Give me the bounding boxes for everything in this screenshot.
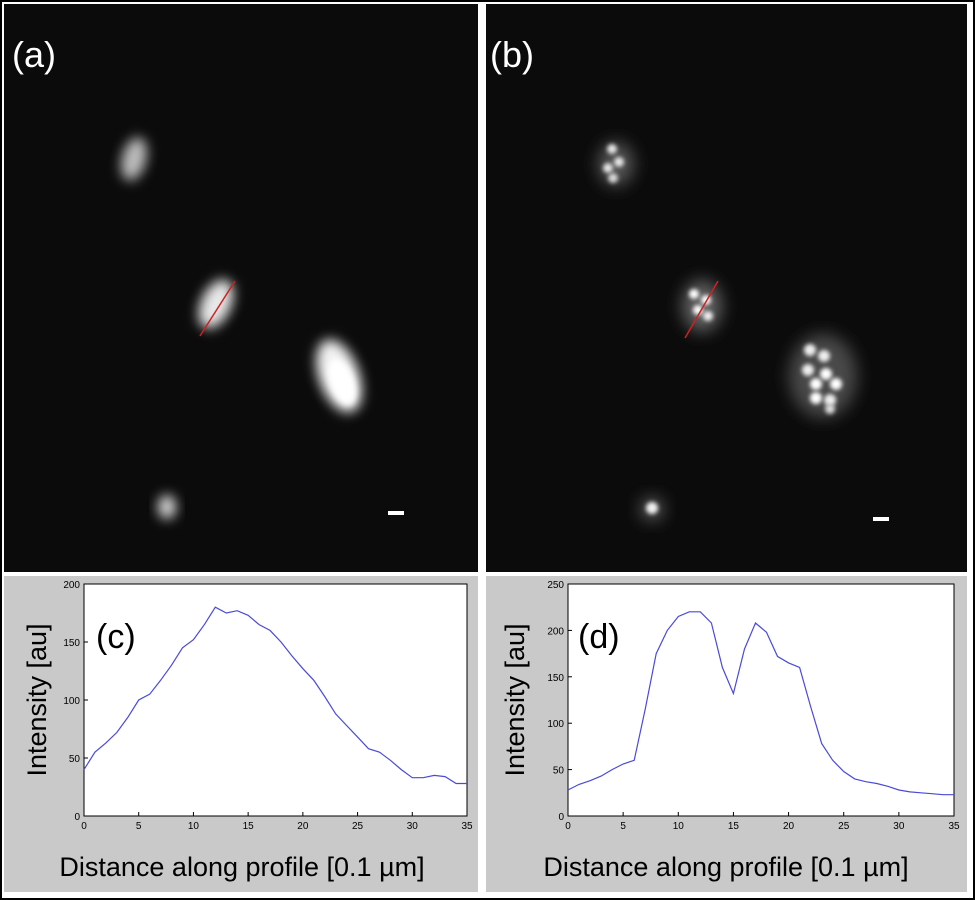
chart-d-x-ticks: 0 5 10 15 20 25 30 35	[565, 812, 960, 832]
chart-d-y-tick-label: 0	[558, 812, 564, 823]
chart-d-panel-label: (d)	[578, 618, 620, 656]
cell-cluster-a4	[158, 495, 176, 519]
chart-c-axes-box	[83, 583, 468, 817]
chart-d-y-tick-label: 200	[547, 626, 564, 637]
cell-cluster-a2	[198, 279, 234, 329]
chart-c-x-tick-label: 35	[461, 821, 473, 832]
chart-c-x-tick-label: 25	[352, 821, 364, 832]
chart-c-y-tick-label: 50	[69, 754, 81, 765]
micrograph-a-image	[121, 137, 404, 519]
scale-bar-b	[873, 517, 889, 521]
chart-d-series-line	[567, 611, 954, 796]
chart-d-x-tick-label: 20	[783, 821, 795, 832]
chart-d-y-axis-title: Intensity [au]	[500, 623, 530, 776]
cell-cluster-b4	[640, 497, 664, 521]
chart-c-panel-label: (c)	[96, 618, 136, 656]
chart-c-x-tick-label: 20	[297, 821, 309, 832]
panel-label-a: (a)	[12, 34, 56, 75]
chart-c-y-tick-label: 100	[63, 696, 80, 707]
panel-label-b: (b)	[490, 34, 534, 75]
chart-d-x-tick-label: 10	[673, 821, 685, 832]
chart-c-x-axis-title: Distance along profile [0.1 µm]	[59, 852, 424, 882]
micrograph-b-image	[598, 142, 889, 521]
cell-cluster-a3-core	[328, 359, 356, 405]
chart-d-y-tick-label: 250	[547, 580, 564, 591]
chart-d-y-ticks: 0 50 100 150 200 250	[547, 580, 572, 823]
chart-c-y-axis-title: Intensity [au]	[22, 623, 52, 776]
micrograph-panel-a: (a)	[4, 4, 478, 572]
chart-d-x-axis-title: Distance along profile [0.1 µm]	[543, 852, 908, 882]
chart-d-y-tick-label: 150	[547, 673, 564, 684]
chart-d-x-tick-label: 35	[948, 821, 960, 832]
chart-d-y-tick-label: 50	[553, 766, 565, 777]
chart-d-x-tick-label: 25	[838, 821, 850, 832]
chart-d-x-tick-label: 5	[620, 821, 626, 832]
cell-cluster-a1	[121, 137, 147, 181]
cell-cluster-b1	[598, 142, 634, 186]
chart-c-y-tick-label: 150	[63, 638, 80, 649]
chart-c-y-ticks: 0 50 100 150 200	[63, 580, 88, 823]
chart-d-axes-box	[567, 583, 955, 817]
profile-line-b	[684, 280, 719, 339]
chart-c-x-tick-label: 10	[188, 821, 200, 832]
micrograph-panel-b: (b)	[486, 4, 967, 572]
profile-line-a	[199, 280, 236, 337]
chart-c-y-tick-label: 200	[63, 580, 80, 591]
chart-d-x-tick-label: 0	[565, 821, 571, 832]
chart-c-x-tick-label: 15	[243, 821, 255, 832]
chart-d-y-tick-label: 100	[547, 719, 564, 730]
chart-c-x-ticks: 0 5 10 15 20 25 30 35	[81, 812, 473, 832]
chart-d-x-tick-label: 15	[728, 821, 740, 832]
chart-c-y-tick-label: 0	[74, 812, 80, 823]
chart-d-x-tick-label: 30	[893, 821, 905, 832]
chart-c-x-tick-label: 30	[407, 821, 419, 832]
chart-c-series-line	[83, 606, 467, 785]
chart-c-x-tick-label: 5	[136, 821, 142, 832]
scale-bar-a	[388, 511, 404, 515]
chart-c-x-tick-label: 0	[81, 821, 87, 832]
cell-cluster-b3	[789, 334, 857, 418]
